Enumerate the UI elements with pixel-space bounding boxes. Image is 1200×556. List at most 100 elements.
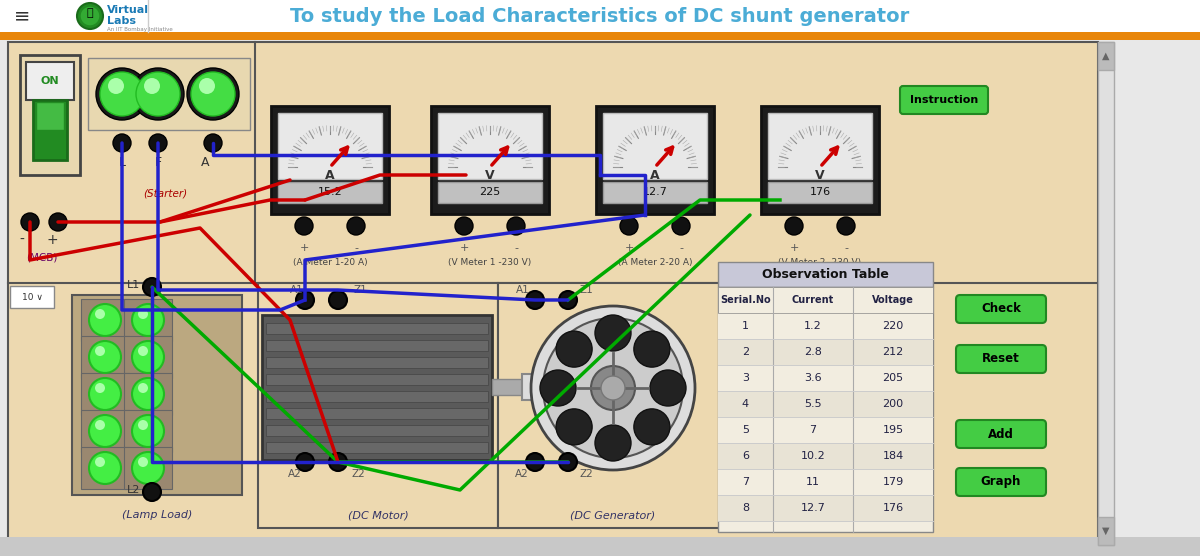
Circle shape	[526, 453, 544, 471]
Text: +: +	[790, 243, 799, 253]
Bar	[431, 106, 550, 214]
Text: 5.5: 5.5	[804, 399, 822, 409]
Text: +: +	[46, 233, 58, 247]
Circle shape	[138, 457, 148, 467]
Bar	[266, 408, 488, 419]
Circle shape	[143, 278, 161, 296]
Bar	[718, 313, 934, 339]
Text: A: A	[200, 156, 209, 168]
Bar	[718, 339, 934, 365]
Text: +: +	[299, 243, 308, 253]
Circle shape	[80, 6, 100, 26]
Circle shape	[138, 383, 148, 393]
Circle shape	[595, 425, 631, 461]
Text: 2: 2	[742, 347, 749, 357]
Text: (Lamp Load): (Lamp Load)	[122, 510, 192, 520]
Text: (DC Motor): (DC Motor)	[348, 510, 408, 520]
Text: -: -	[844, 243, 848, 253]
Text: (DC Generator): (DC Generator)	[570, 510, 655, 520]
Text: 200: 200	[882, 399, 904, 409]
Bar	[262, 315, 492, 460]
Text: Serial.No: Serial.No	[720, 295, 770, 305]
Text: 195: 195	[882, 425, 904, 435]
Bar	[522, 374, 544, 400]
Bar	[124, 447, 172, 489]
Circle shape	[138, 309, 148, 319]
Circle shape	[144, 78, 160, 94]
Text: 176: 176	[882, 503, 904, 513]
Bar	[718, 287, 934, 313]
Text: 3.6: 3.6	[804, 373, 822, 383]
Bar	[768, 182, 872, 203]
Bar	[266, 442, 488, 453]
Text: A2: A2	[515, 469, 529, 479]
Circle shape	[672, 217, 690, 235]
Bar	[718, 469, 934, 495]
Text: +: +	[460, 243, 469, 253]
Bar	[718, 495, 934, 521]
Bar	[761, 106, 878, 214]
Text: Voltage: Voltage	[872, 295, 914, 305]
Circle shape	[138, 346, 148, 356]
Circle shape	[149, 134, 167, 152]
Text: 3: 3	[742, 373, 749, 383]
Circle shape	[95, 420, 106, 430]
Bar	[266, 357, 488, 368]
Circle shape	[138, 420, 148, 430]
Text: V: V	[815, 168, 824, 182]
Bar	[124, 410, 172, 452]
Text: Instruction: Instruction	[910, 95, 978, 105]
Circle shape	[89, 378, 121, 410]
Bar	[718, 391, 934, 417]
Text: Add: Add	[988, 428, 1014, 440]
Text: ▼: ▼	[1103, 526, 1110, 536]
Circle shape	[542, 318, 683, 458]
Text: Labs: Labs	[107, 16, 136, 26]
Circle shape	[556, 331, 592, 367]
Text: Current: Current	[792, 295, 834, 305]
Circle shape	[592, 366, 635, 410]
Circle shape	[199, 78, 215, 94]
Circle shape	[95, 309, 106, 319]
Circle shape	[526, 291, 544, 309]
Text: 2.8: 2.8	[804, 347, 822, 357]
Circle shape	[100, 72, 144, 116]
Bar	[34, 100, 67, 160]
Text: (V Meter 1 -230 V): (V Meter 1 -230 V)	[449, 259, 532, 267]
Bar	[718, 262, 934, 287]
Circle shape	[508, 217, 526, 235]
FancyBboxPatch shape	[956, 420, 1046, 448]
Circle shape	[95, 383, 106, 393]
Text: (V Meter 2 -230 V): (V Meter 2 -230 V)	[779, 259, 862, 267]
Text: 11: 11	[806, 477, 820, 487]
Bar	[88, 58, 250, 130]
Circle shape	[595, 315, 631, 351]
Circle shape	[132, 341, 164, 373]
Bar	[604, 182, 707, 203]
Text: Z2: Z2	[352, 469, 365, 479]
Text: -: -	[19, 233, 24, 247]
Bar	[266, 374, 488, 385]
Circle shape	[22, 213, 38, 231]
Circle shape	[132, 304, 164, 336]
Bar	[82, 373, 130, 415]
Text: Reset: Reset	[982, 353, 1020, 365]
Circle shape	[204, 134, 222, 152]
Text: A: A	[325, 168, 335, 182]
FancyBboxPatch shape	[900, 86, 988, 114]
Circle shape	[838, 217, 854, 235]
Bar	[36, 102, 64, 130]
Bar	[438, 182, 542, 203]
Bar	[266, 391, 488, 402]
Circle shape	[785, 217, 803, 235]
Bar	[604, 113, 707, 179]
Text: 8: 8	[742, 503, 749, 513]
Text: 220: 220	[882, 321, 904, 331]
Text: Z2: Z2	[580, 469, 593, 479]
Text: (A Meter 2-20 A): (A Meter 2-20 A)	[618, 259, 692, 267]
Circle shape	[540, 370, 576, 406]
Text: 10.2: 10.2	[800, 451, 826, 461]
Bar	[271, 106, 389, 214]
Text: 179: 179	[882, 477, 904, 487]
Text: Z1: Z1	[580, 285, 593, 295]
